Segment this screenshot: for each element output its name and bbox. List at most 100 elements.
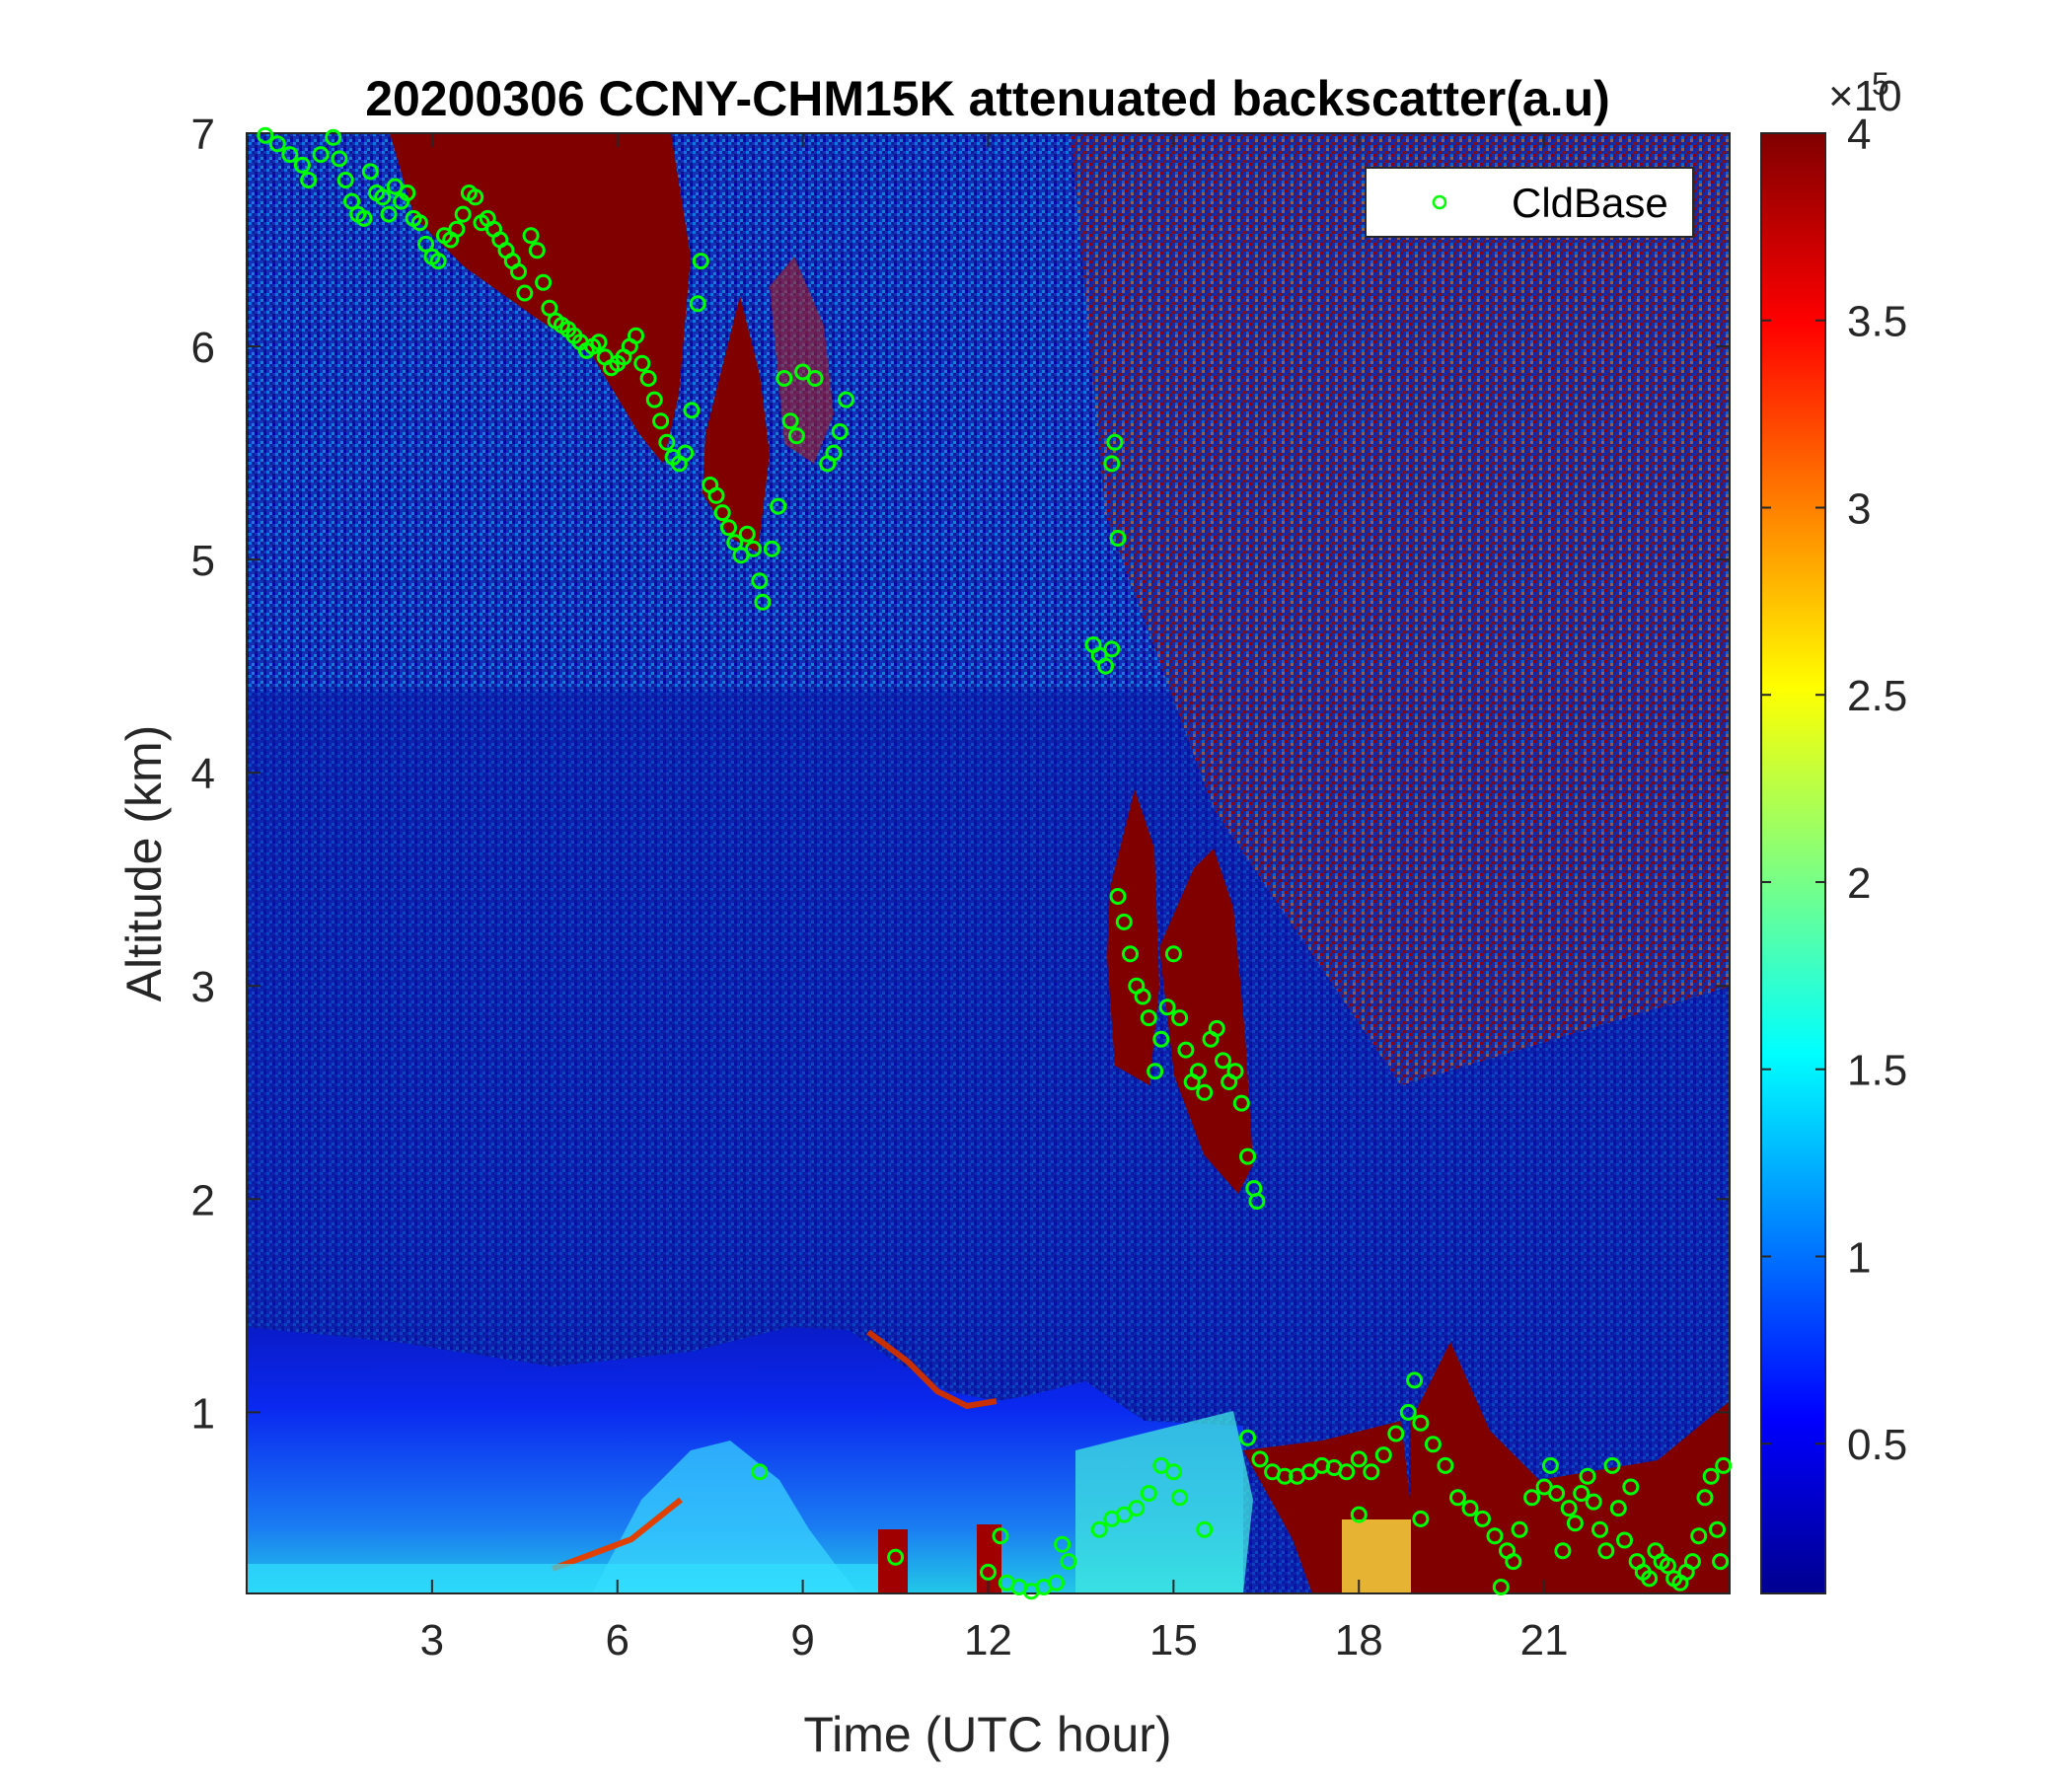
cldbase-point (831, 423, 849, 440)
cldbase-point (1437, 1456, 1454, 1474)
x-tick-label: 6 (606, 1616, 629, 1665)
cldbase-point (639, 370, 657, 387)
y-tick-label: 6 (191, 324, 215, 372)
cldbase-point (429, 253, 447, 270)
cldbase-point (343, 192, 360, 210)
x-tick-label: 3 (420, 1616, 444, 1665)
cldbase-point (410, 214, 428, 232)
cldbase-point (1128, 1500, 1146, 1517)
cldbase-point (1603, 1456, 1621, 1474)
legend-box (1365, 167, 1694, 238)
cldbase-point (720, 519, 737, 537)
cldbase-point (1492, 1579, 1510, 1595)
cldbase-point (980, 1563, 997, 1581)
cldbase-point (1591, 1520, 1608, 1538)
cldbase-point (1158, 999, 1176, 1016)
cldbase-point (628, 327, 644, 344)
cldbase-point (707, 486, 725, 504)
cloud-base-markers (257, 126, 1733, 1600)
cldbase-point (1616, 1531, 1633, 1549)
cldbase-point (1164, 945, 1182, 963)
cldbase-point (1109, 530, 1127, 547)
cldbase-point (1239, 1429, 1256, 1446)
cldbase-point (454, 205, 472, 223)
cldbase-point (417, 235, 435, 253)
cldbase-point (1177, 1041, 1195, 1059)
cldbase-point (1115, 913, 1133, 930)
cldbase-point (1140, 1485, 1157, 1502)
cldbase-point (1511, 1520, 1528, 1538)
cldbase-point (776, 370, 793, 387)
cldbase-point (1196, 1083, 1214, 1101)
cldbase-point (1690, 1527, 1708, 1545)
cldbase-point (1412, 1414, 1430, 1432)
cldbase-point (1350, 1506, 1368, 1523)
cldbase-point (257, 126, 274, 144)
cldbase-point (1406, 1371, 1424, 1389)
cldbase-point (1424, 1436, 1442, 1453)
cldbase-point (692, 253, 709, 270)
y-axis-ticks: 1 2 3 4 5 6 7 (191, 111, 1730, 1438)
cldbase-point (1232, 1094, 1250, 1112)
cldbase-point (510, 262, 527, 280)
cldbase-point (1134, 988, 1151, 1005)
cldbase-point (1106, 433, 1124, 451)
y-tick-label: 4 (191, 750, 215, 798)
legend-cldbase-marker (1432, 194, 1447, 210)
cldbase-point (528, 242, 546, 259)
colorbar-exponent: 5 (1872, 66, 1889, 102)
cldbase-point (887, 1548, 905, 1566)
cldbase-point (787, 427, 805, 445)
cldbase-point (751, 1463, 769, 1481)
cldbase-point (1609, 1500, 1627, 1517)
legend-cldbase-label: CldBase (1512, 180, 1668, 226)
y-axis-label: Altitude (km) (116, 725, 172, 1002)
colorbar-ticks: 0.5 1 1.5 2 2.5 3 3.5 4 (1761, 111, 1907, 1469)
cldbase-point (1103, 455, 1121, 473)
cldbase-point (541, 299, 558, 317)
colorbar-exponent-label: ×10 (1828, 72, 1902, 120)
colorbar (1760, 132, 1826, 1594)
cldbase-point (1350, 1450, 1368, 1468)
cldbase-point (293, 156, 311, 174)
cldbase-point (1535, 1478, 1553, 1496)
cldbase-point (794, 363, 812, 381)
cldbase-point (355, 209, 373, 227)
cldbase-point (380, 205, 398, 223)
colorbar-tick-label: 1.5 (1847, 1047, 1907, 1095)
colorbar-tick-label: 2 (1847, 859, 1871, 908)
cldbase-point (1097, 657, 1114, 675)
cldbase-point (331, 150, 348, 168)
legend[interactable]: CldBase (1365, 167, 1694, 238)
cldbase-point (522, 227, 540, 245)
cldbase-point (1196, 1520, 1214, 1538)
cldbase-point (386, 178, 404, 195)
cldbase-point (467, 188, 484, 206)
cldbase-point (1541, 1456, 1559, 1474)
colorbar-tick-label: 1 (1847, 1233, 1871, 1282)
x-tick-label: 21 (1520, 1616, 1569, 1665)
cldbase-point (806, 370, 824, 387)
cldbase-point (1585, 1493, 1602, 1511)
backscatter-heatmap (247, 133, 1730, 1593)
cldbase-point (992, 1527, 1009, 1545)
cldbase-point (1579, 1467, 1596, 1485)
cldbase-point (1338, 1463, 1356, 1481)
cldbase-point (325, 128, 342, 146)
cldbase-point (399, 185, 416, 201)
colorbar-tick-label: 4 (1847, 111, 1871, 159)
cldbase-point (645, 391, 663, 408)
cldbase-point (312, 146, 330, 164)
chart-title: 20200306 CCNY-CHM15K attenuated backscat… (365, 71, 1610, 126)
x-axis-label: Time (UTC hour) (803, 1707, 1171, 1762)
cldbase-point (713, 504, 731, 522)
cldbase-point (1152, 1030, 1170, 1048)
cldbase-point (1573, 1485, 1591, 1502)
x-tick-label: 9 (790, 1616, 814, 1665)
cldbase-point (1189, 1063, 1207, 1080)
colorbar-tick-label: 0.5 (1847, 1421, 1907, 1469)
cldbase-point (1226, 1063, 1244, 1080)
cldbase-point (838, 391, 854, 408)
cldbase-point (1060, 1553, 1077, 1571)
